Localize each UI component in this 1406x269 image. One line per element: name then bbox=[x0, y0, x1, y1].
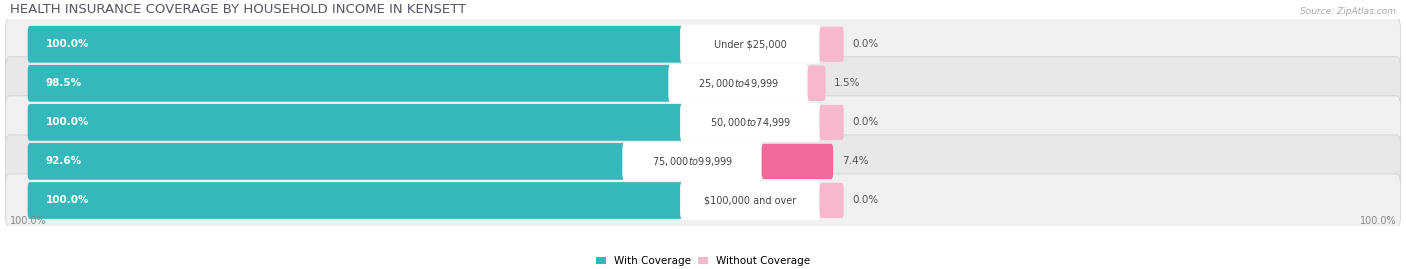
FancyBboxPatch shape bbox=[28, 104, 813, 141]
FancyBboxPatch shape bbox=[623, 142, 762, 181]
FancyBboxPatch shape bbox=[28, 143, 755, 180]
Text: 1.5%: 1.5% bbox=[834, 78, 860, 88]
Legend: With Coverage, Without Coverage: With Coverage, Without Coverage bbox=[596, 256, 810, 266]
FancyBboxPatch shape bbox=[820, 183, 844, 218]
Text: 100.0%: 100.0% bbox=[1360, 216, 1396, 226]
Text: Under $25,000: Under $25,000 bbox=[714, 39, 786, 49]
Text: $50,000 to $74,999: $50,000 to $74,999 bbox=[710, 116, 790, 129]
FancyBboxPatch shape bbox=[28, 182, 813, 219]
Text: 100.0%: 100.0% bbox=[46, 39, 90, 49]
FancyBboxPatch shape bbox=[6, 57, 1400, 110]
Text: 0.0%: 0.0% bbox=[852, 196, 879, 206]
Text: 0.0%: 0.0% bbox=[852, 39, 879, 49]
FancyBboxPatch shape bbox=[28, 26, 813, 63]
Text: 7.4%: 7.4% bbox=[842, 157, 869, 167]
FancyBboxPatch shape bbox=[28, 65, 801, 102]
Text: 0.0%: 0.0% bbox=[852, 117, 879, 128]
FancyBboxPatch shape bbox=[681, 181, 820, 220]
FancyBboxPatch shape bbox=[820, 27, 844, 62]
Text: 100.0%: 100.0% bbox=[46, 117, 90, 128]
FancyBboxPatch shape bbox=[6, 174, 1400, 227]
Text: $100,000 and over: $100,000 and over bbox=[704, 196, 796, 206]
FancyBboxPatch shape bbox=[6, 96, 1400, 149]
FancyBboxPatch shape bbox=[6, 18, 1400, 71]
Text: 92.6%: 92.6% bbox=[46, 157, 82, 167]
Text: $75,000 to $99,999: $75,000 to $99,999 bbox=[652, 155, 733, 168]
Text: 100.0%: 100.0% bbox=[10, 216, 46, 226]
FancyBboxPatch shape bbox=[820, 105, 844, 140]
Text: 100.0%: 100.0% bbox=[46, 196, 90, 206]
FancyBboxPatch shape bbox=[808, 66, 825, 101]
Text: HEALTH INSURANCE COVERAGE BY HOUSEHOLD INCOME IN KENSETT: HEALTH INSURANCE COVERAGE BY HOUSEHOLD I… bbox=[10, 3, 465, 16]
Text: 98.5%: 98.5% bbox=[46, 78, 82, 88]
FancyBboxPatch shape bbox=[681, 103, 820, 142]
Text: $25,000 to $49,999: $25,000 to $49,999 bbox=[697, 77, 779, 90]
Text: Source: ZipAtlas.com: Source: ZipAtlas.com bbox=[1301, 7, 1396, 16]
FancyBboxPatch shape bbox=[6, 135, 1400, 188]
FancyBboxPatch shape bbox=[762, 144, 832, 179]
FancyBboxPatch shape bbox=[762, 144, 832, 179]
FancyBboxPatch shape bbox=[668, 64, 808, 103]
FancyBboxPatch shape bbox=[808, 66, 825, 101]
FancyBboxPatch shape bbox=[681, 25, 820, 64]
